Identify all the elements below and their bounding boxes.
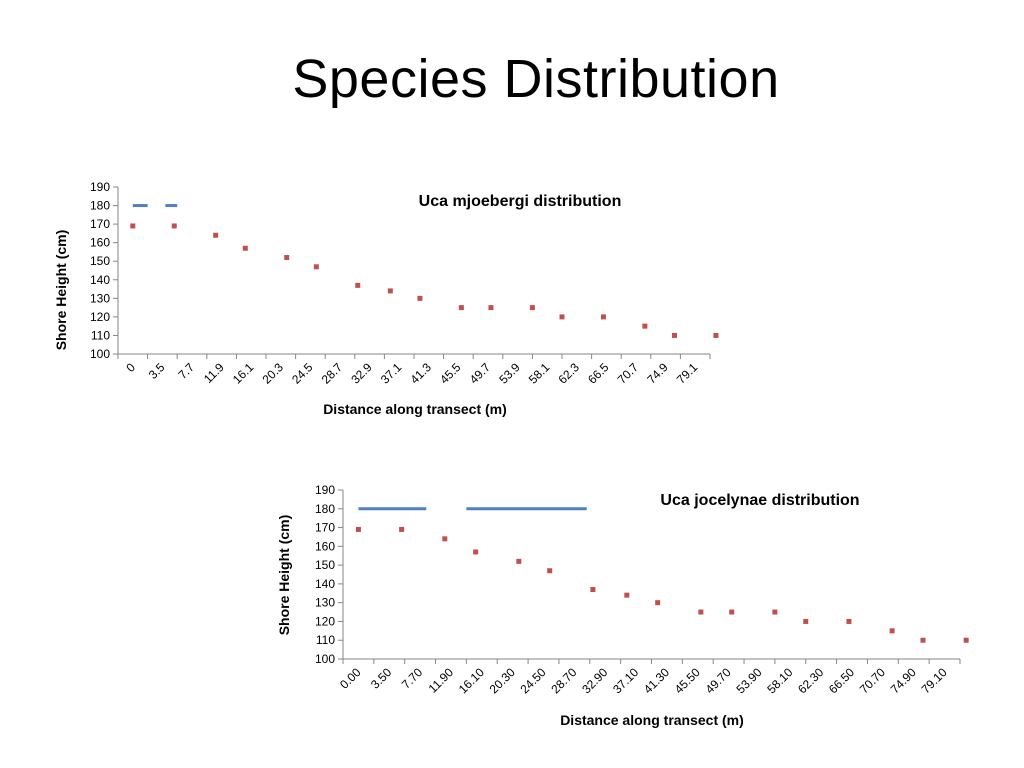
y-tick-label: 100 (315, 652, 335, 666)
chart-title: Uca mjoebergi distribution (419, 193, 622, 210)
y-tick-label: 140 (90, 273, 110, 287)
data-point (355, 282, 361, 288)
data-point (803, 618, 809, 624)
data-point (242, 245, 248, 251)
data-point (313, 264, 319, 270)
x-tick-label: 58.10 (764, 665, 795, 696)
x-tick-label: 41.30 (641, 665, 672, 696)
x-tick-label: 32.90 (579, 665, 610, 696)
x-tick-label: 70.70 (857, 665, 888, 696)
data-point (529, 305, 535, 311)
slide-title: Species Distribution (292, 49, 780, 109)
data-point (355, 526, 361, 532)
x-tick-label: 24.50 (518, 665, 549, 696)
data-point (399, 526, 405, 532)
x-tick-label: 16.10 (456, 665, 487, 696)
data-point (642, 323, 648, 329)
y-tick-label: 190 (90, 180, 110, 194)
data-point (547, 568, 553, 574)
data-point (920, 637, 926, 643)
data-point (213, 232, 219, 238)
x-tick-label: 0.00 (337, 665, 364, 692)
y-axis-title: Shore Height (cm) (276, 515, 292, 636)
data-point (417, 295, 423, 301)
data-point (655, 600, 661, 606)
y-tick-label: 110 (316, 633, 335, 647)
data-point (559, 314, 565, 320)
data-point (600, 314, 606, 320)
y-tick-label: 160 (90, 236, 110, 250)
y-axis-title: Shore Height (cm) (53, 230, 69, 351)
x-tick-label: 53.90 (733, 665, 764, 696)
data-point (458, 305, 464, 311)
data-point (889, 628, 895, 634)
data-point (171, 223, 177, 229)
x-tick-label: 37.10 (610, 665, 641, 696)
data-point (284, 255, 290, 261)
y-tick-label: 130 (90, 291, 110, 305)
x-tick-label: 7.70 (399, 665, 426, 692)
y-tick-label: 110 (91, 328, 110, 342)
data-point (387, 288, 393, 294)
y-tick-label: 140 (315, 577, 335, 591)
data-point (729, 609, 735, 615)
data-point (698, 609, 704, 615)
x-tick-label: 45.50 (672, 665, 703, 696)
data-point (772, 609, 778, 615)
x-tick-label: 3.50 (368, 665, 395, 692)
x-tick-label: 49.70 (703, 665, 734, 696)
x-tick-label: 62.30 (795, 665, 826, 696)
x-tick-label: 79.10 (919, 665, 950, 696)
y-tick-label: 150 (315, 558, 335, 572)
y-tick-label: 120 (315, 614, 335, 628)
x-axis-title: Distance along transect (m) (560, 712, 744, 728)
y-tick-label: 190 (315, 483, 335, 497)
x-axis-title: Distance along transect (m) (323, 401, 507, 417)
data-point (442, 536, 448, 542)
x-tick-label: 66.50 (826, 665, 857, 696)
y-tick-label: 120 (90, 310, 110, 324)
y-tick-label: 180 (315, 502, 335, 516)
data-point (488, 305, 494, 311)
data-point (516, 558, 522, 564)
y-tick-label: 130 (315, 596, 335, 610)
x-tick-label: 11.90 (426, 665, 457, 696)
data-point (473, 549, 479, 555)
y-tick-label: 180 (90, 199, 110, 213)
x-tick-label: 20.30 (487, 665, 518, 696)
data-point (713, 332, 719, 338)
data-point (846, 618, 852, 624)
data-point (130, 223, 136, 229)
y-tick-label: 160 (315, 539, 335, 553)
data-point (671, 332, 677, 338)
y-tick-label: 170 (90, 217, 110, 231)
data-point (624, 592, 630, 598)
chart-title: Uca jocelynae distribution (660, 492, 859, 509)
y-tick-label: 170 (315, 521, 335, 535)
data-point (590, 587, 596, 593)
x-tick-label: 74.90 (888, 665, 919, 696)
data-point (963, 637, 969, 643)
y-tick-label: 100 (90, 347, 110, 361)
x-tick-label: 28.70 (548, 665, 579, 696)
y-tick-label: 150 (90, 254, 110, 268)
